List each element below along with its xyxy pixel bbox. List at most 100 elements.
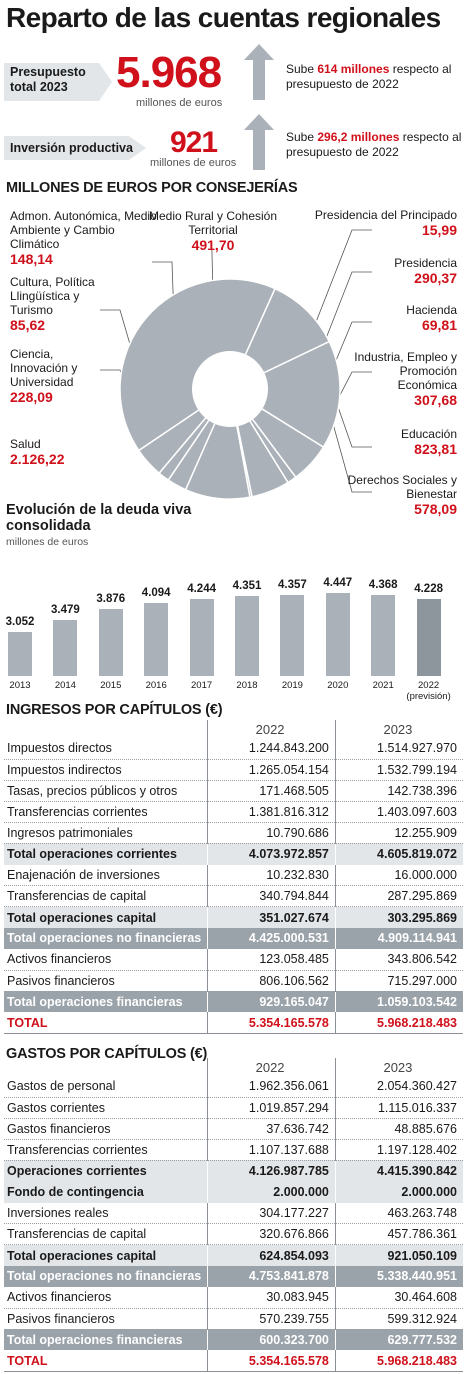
row-label: Fondo de contingencia	[4, 1181, 208, 1203]
value-2022: 340.794.844	[207, 885, 336, 908]
page-title: Reparto de las cuentas regionales	[6, 2, 441, 33]
bar-year-label: 2017	[177, 680, 227, 691]
value-2022: 5.354.165.578	[207, 1012, 336, 1034]
year-text: 2021	[372, 680, 394, 691]
pie-label-cultura: Cultura, Política Llingüística y Turismo…	[10, 275, 120, 334]
bar-2016	[144, 602, 169, 676]
year-text: 2019	[281, 680, 303, 691]
bar-year-label: 2018	[222, 680, 272, 691]
pie-category: Educación	[400, 427, 457, 441]
bar-2019	[280, 595, 305, 676]
table-row: Gastos de personal 1.962.356.061 2.054.360…	[4, 1076, 463, 1098]
pie-slice-educacion	[228, 340, 341, 449]
pie-label-medio-rural: Medio Rural y Cohesión Territorial 491,70	[148, 209, 278, 254]
gastos-table: 2022 2023 Gastos de personal 1.962.356.061 2…	[4, 1058, 463, 1372]
year-header: 2023	[334, 720, 463, 738]
value-2023: 2.054.360.427	[334, 1076, 463, 1098]
year-text: 2016	[145, 680, 167, 691]
inversion-label: Inversión productiva	[4, 136, 146, 160]
presupuesto-note: Sube 614 millones respecto al presupuest…	[286, 62, 466, 92]
row-label: Ingresos patrimoniales	[4, 822, 208, 844]
value-2023: 457.786.361	[334, 1223, 463, 1246]
value-2023: 303.295.869	[334, 906, 463, 928]
year-text: 2015	[100, 680, 122, 691]
pie-label-industria: Industria, Empleo y Promoción Económica 3…	[352, 350, 457, 409]
value-2022: 929.165.047	[207, 991, 336, 1013]
pie-label-derechos: Derechos Sociales y Bienestar 578,09	[342, 473, 457, 518]
value-2022: 1.265.054.154	[207, 759, 336, 781]
leader-line	[333, 394, 372, 448]
year-header: 2022	[207, 1058, 336, 1076]
table-header-row: 2022 2023	[4, 1058, 463, 1076]
row-label: Transferencias de capital	[4, 885, 208, 908]
value-2023: 343.806.542	[334, 948, 463, 971]
pie-value: 2.126,22	[10, 451, 65, 467]
pie-label-educacion: Educación 823,81	[356, 427, 457, 458]
bar-2021	[371, 595, 396, 676]
pie-category: Presidencia del Principado	[314, 208, 457, 222]
value-2023: 12.255.909	[334, 822, 463, 844]
value-2023: 463.263.748	[334, 1202, 463, 1225]
pie-category: Salud	[10, 437, 41, 451]
value-2022: 37.636.742	[207, 1118, 336, 1140]
value-2023: 1.403.097.603	[334, 801, 463, 823]
table-row: Total operaciones capital 351.027.674 303.…	[4, 906, 463, 928]
table-row: TOTAL 5.354.165.578 5.968.218.483	[4, 1350, 463, 1372]
row-label: Transferencias corrientes	[4, 1139, 208, 1161]
note-text: respecto al presupuesto de 2022	[286, 62, 452, 91]
year-text: 2014	[54, 680, 76, 691]
year-text: 2018	[236, 680, 258, 691]
year-text: 2017	[191, 680, 213, 691]
pie-title: MILLONES DE EUROS POR CONSEJERÍAS	[6, 180, 298, 196]
value-2022: 123.058.485	[207, 948, 336, 971]
bar-year-label: 2013	[0, 680, 45, 691]
table-row: Impuestos indirectos 1.265.054.154 1.532.7…	[4, 759, 463, 781]
value-2023: 4.415.390.842	[334, 1160, 463, 1182]
row-label: Tasas, precios públicos y otros	[4, 780, 208, 802]
ingresos-table: 2022 2023 Impuestos directos 1.244.843.200 1…	[4, 720, 463, 1034]
row-label: Activos financieros	[4, 948, 208, 971]
row-label: Activos financieros	[4, 1286, 208, 1309]
pie-label-presidencia: Presidencia 290,37	[336, 256, 457, 287]
value-2023: 921.050.109	[334, 1244, 463, 1266]
row-label: Total operaciones corrientes	[4, 843, 208, 865]
pie-label-admon: Admon. Autonómica, Medio Ambiente y Camb…	[10, 209, 160, 268]
value-2023: 1.059.103.542	[334, 991, 463, 1013]
value-2022: 570.239.755	[207, 1308, 336, 1330]
bar-2022	[416, 599, 441, 676]
value-2023: 1.197.128.402	[334, 1139, 463, 1161]
row-label: Pasivos financieros	[4, 970, 208, 992]
bar-2015	[98, 608, 123, 676]
value-2022: 624.854.093	[207, 1244, 336, 1266]
value-2022: 4.425.000.531	[207, 927, 336, 949]
bar-value-label: 3.876	[96, 592, 126, 605]
year-text: 2022	[418, 680, 440, 691]
pie-value: 228,09	[10, 389, 53, 405]
value-2023: 2.000.000	[334, 1181, 463, 1203]
pie-label-principado: Presidencia del Principado 15,99	[296, 208, 457, 239]
value-2022: 171.468.505	[207, 780, 336, 802]
row-label: Total operaciones financieras	[4, 991, 208, 1013]
value-2022: 304.177.227	[207, 1202, 336, 1225]
note-amount: 614 millones	[317, 62, 390, 76]
pie-value: 491,70	[191, 237, 235, 253]
table-row: Pasivos financieros 570.239.755 599.312.92…	[4, 1308, 463, 1330]
value-2022: 10.232.830	[207, 864, 336, 887]
bar-value-label: 4.244	[187, 582, 216, 595]
row-label: TOTAL	[4, 1012, 208, 1034]
row-label: Transferencias corrientes	[4, 801, 208, 823]
value-2022: 10.790.686	[207, 822, 336, 844]
pie-value: 85,62	[10, 317, 46, 333]
row-label: Enajenación de inversiones	[4, 864, 208, 887]
table-row: Transferencias corrientes 1.381.816.312 1.…	[4, 801, 463, 823]
year-header: 2023	[334, 1058, 463, 1076]
row-label: Gastos de personal	[4, 1076, 208, 1098]
table-row: Ingresos patrimoniales 10.790.686 12.255.9…	[4, 822, 463, 844]
table-row: Inversiones reales 304.177.227 463.263.748	[4, 1202, 463, 1225]
pie-value: 15,99	[421, 222, 457, 238]
value-2023: 1.115.016.337	[334, 1097, 463, 1119]
table-row: Total operaciones corrientes 4.073.972.85…	[4, 843, 463, 865]
presupuesto-unit: millones de euros	[136, 97, 223, 109]
value-2023: 287.295.869	[334, 885, 463, 908]
header-spacer	[4, 720, 208, 738]
